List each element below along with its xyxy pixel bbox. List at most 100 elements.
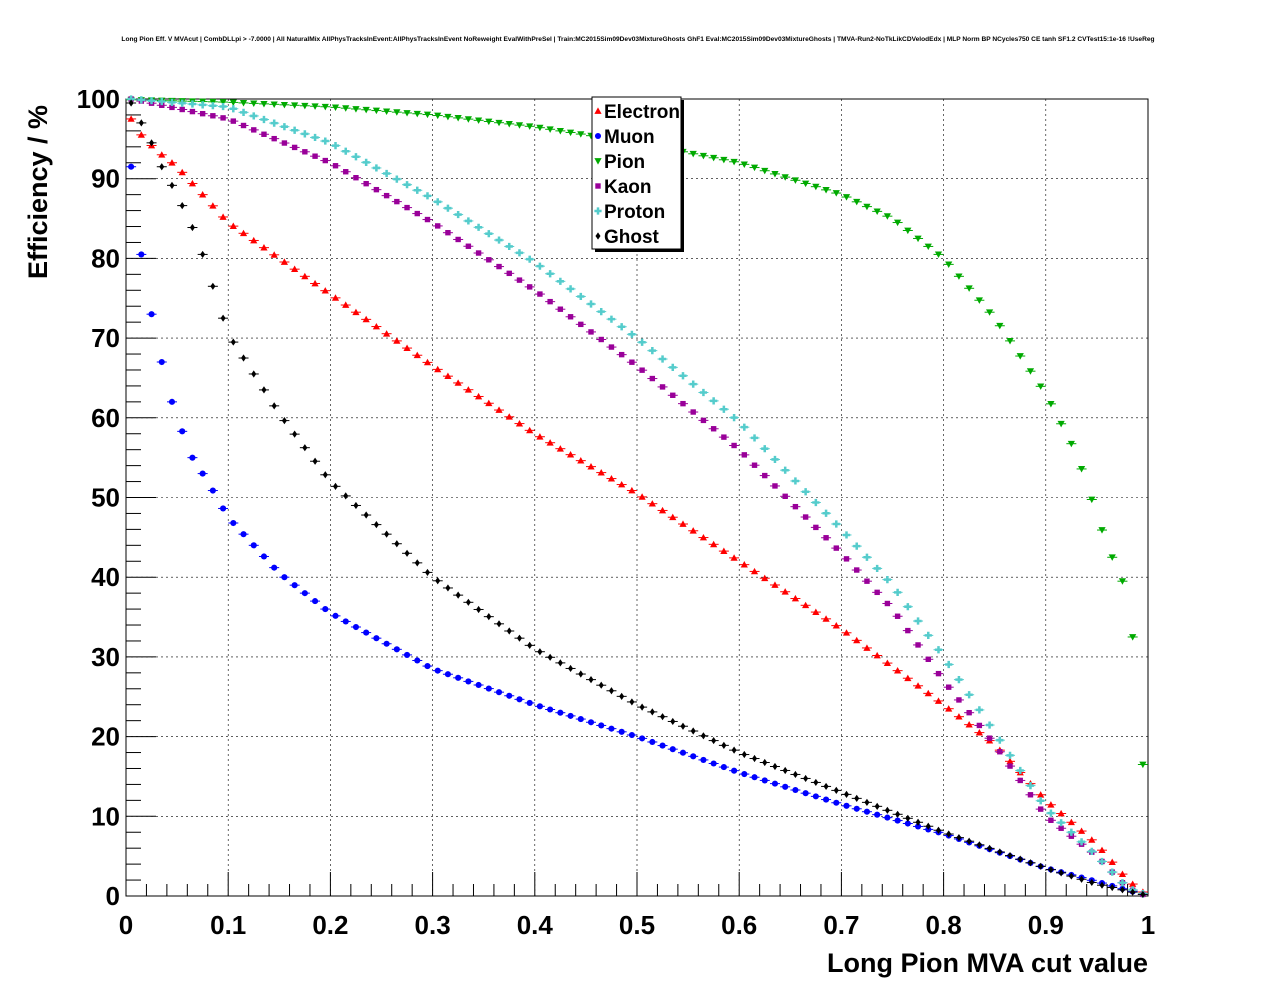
data-point-proton bbox=[515, 249, 524, 257]
x-tick-label: 1 bbox=[1141, 910, 1155, 940]
data-point-kaon bbox=[537, 291, 543, 297]
data-point-ghost bbox=[189, 223, 195, 232]
data-point-ghost bbox=[363, 511, 369, 519]
data-point-ghost bbox=[537, 648, 543, 656]
x-tick-label: 0.4 bbox=[517, 910, 554, 940]
data-point-proton bbox=[495, 236, 503, 244]
legend-marker-pion bbox=[594, 158, 602, 165]
data-point-proton bbox=[669, 363, 677, 371]
data-point-electron bbox=[1067, 818, 1075, 826]
data-point-ghost bbox=[721, 741, 727, 749]
data-point-electron bbox=[955, 713, 963, 720]
data-point-proton bbox=[229, 105, 237, 113]
data-point-kaon bbox=[772, 483, 778, 489]
legend-label-proton: Proton bbox=[604, 202, 665, 223]
data-point-kaon bbox=[445, 229, 451, 236]
data-point-muon bbox=[168, 398, 176, 405]
data-point-proton bbox=[771, 455, 779, 464]
data-point-ghost bbox=[731, 746, 737, 754]
data-point-proton bbox=[730, 414, 738, 422]
data-point-ghost bbox=[322, 471, 328, 479]
data-point-pion bbox=[413, 110, 421, 118]
data-point-pion bbox=[1108, 554, 1116, 561]
data-point-muon bbox=[352, 623, 360, 631]
data-point-muon bbox=[884, 814, 891, 821]
data-point-ghost bbox=[895, 810, 901, 818]
data-point-proton bbox=[1108, 868, 1116, 876]
data-point-electron bbox=[556, 445, 564, 452]
data-point-pion bbox=[975, 297, 983, 304]
data-point-kaon bbox=[833, 545, 839, 551]
data-point-electron bbox=[740, 561, 748, 568]
data-point-kaon bbox=[486, 257, 492, 263]
data-point-kaon bbox=[905, 627, 911, 634]
data-point-proton bbox=[1057, 819, 1065, 827]
data-point-ghost bbox=[680, 722, 686, 730]
data-point-pion bbox=[464, 116, 472, 123]
data-point-electron bbox=[894, 667, 902, 674]
data-point-muon bbox=[649, 738, 656, 746]
data-point-ghost bbox=[527, 641, 533, 649]
data-point-ghost bbox=[302, 444, 308, 452]
data-point-proton bbox=[924, 631, 932, 639]
data-point-muon bbox=[720, 764, 727, 771]
data-point-muon bbox=[914, 823, 922, 830]
data-point-electron bbox=[934, 697, 943, 704]
data-point-pion bbox=[771, 171, 779, 178]
data-point-muon bbox=[424, 663, 431, 670]
data-point-proton bbox=[474, 223, 483, 231]
y-tick-label: 10 bbox=[91, 801, 120, 831]
data-point-electron bbox=[1037, 791, 1045, 798]
data-point-ghost bbox=[179, 201, 185, 210]
chart-title: Long Pion Eff. V MVAcut | CombDLLpi > -7… bbox=[121, 36, 1155, 43]
data-point-pion bbox=[996, 322, 1004, 330]
data-point-pion bbox=[1139, 761, 1147, 769]
data-point-proton bbox=[761, 445, 769, 453]
data-point-ghost bbox=[1089, 878, 1095, 887]
data-point-pion bbox=[730, 158, 738, 166]
data-point-proton bbox=[1037, 797, 1045, 805]
data-point-ghost bbox=[292, 430, 298, 438]
data-point-muon bbox=[863, 808, 871, 815]
data-point-electron bbox=[250, 236, 258, 244]
data-point-proton bbox=[934, 646, 943, 654]
data-point-ghost bbox=[997, 848, 1003, 856]
data-point-proton bbox=[965, 691, 973, 699]
data-point-kaon bbox=[731, 442, 737, 449]
data-point-pion bbox=[229, 99, 237, 107]
data-point-ghost bbox=[578, 670, 584, 678]
data-point-kaon bbox=[986, 735, 993, 741]
data-point-proton bbox=[301, 130, 309, 138]
data-point-ghost bbox=[251, 370, 257, 378]
x-tick-label: 0.6 bbox=[721, 910, 757, 940]
data-point-electron bbox=[669, 513, 677, 521]
data-point-kaon bbox=[690, 409, 696, 415]
data-point-electron bbox=[372, 322, 380, 330]
data-point-pion bbox=[546, 126, 554, 133]
data-point-ghost bbox=[639, 703, 645, 711]
data-point-kaon bbox=[925, 656, 931, 662]
data-point-proton bbox=[444, 204, 452, 212]
data-point-kaon bbox=[659, 384, 666, 390]
data-point-ghost bbox=[619, 692, 625, 700]
data-point-electron bbox=[158, 151, 166, 158]
data-point-proton bbox=[372, 164, 380, 172]
y-tick-label: 90 bbox=[91, 164, 120, 194]
data-point-pion bbox=[832, 190, 840, 197]
data-point-ghost bbox=[1027, 859, 1033, 867]
data-point-proton bbox=[791, 477, 800, 485]
data-point-kaon bbox=[199, 110, 206, 117]
data-point-ghost bbox=[271, 402, 277, 410]
data-point-pion bbox=[393, 109, 401, 116]
data-point-pion bbox=[781, 174, 789, 181]
data-point-ghost bbox=[465, 598, 471, 606]
series-ghost bbox=[126, 99, 1148, 899]
x-tick-label: 0.1 bbox=[210, 910, 246, 940]
data-point-ghost bbox=[343, 492, 349, 500]
data-point-proton bbox=[720, 405, 728, 413]
data-point-pion bbox=[1057, 420, 1065, 428]
data-point-pion bbox=[454, 115, 462, 122]
data-point-electron bbox=[219, 213, 227, 220]
data-point-electron bbox=[638, 493, 646, 500]
data-point-proton bbox=[740, 423, 748, 431]
